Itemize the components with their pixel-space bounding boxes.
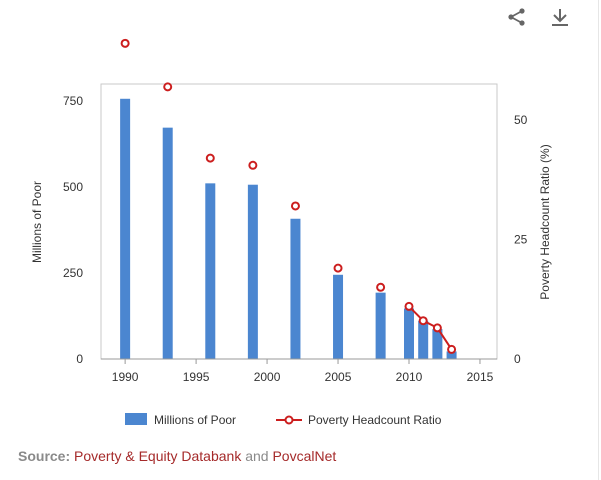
y-left-tick-label: 0 [76,352,83,366]
y-right-tick-label: 50 [514,113,528,127]
bar-series [120,98,457,359]
chart: 1990 1995 2000 2005 2010 2015 0 250 500 750 0 25 5… [30,38,552,427]
bar [247,184,258,359]
x-tick-label: 2000 [254,370,281,384]
y-axis-left: 0 250 500 750 [63,94,83,366]
headcount-ratio-line [408,305,453,350]
y-left-tick-label: 750 [63,94,83,108]
line-point [248,160,258,170]
bar [333,274,344,359]
y-left-tick-label: 500 [63,180,83,194]
bar [418,320,429,359]
line-point [432,323,442,333]
legend: Millions of Poor Poverty Headcount Ratio [125,413,442,427]
download-icon[interactable] [549,6,571,28]
legend-item-bars[interactable]: Millions of Poor [125,413,236,427]
line-point [163,82,173,92]
line-point [333,263,343,273]
x-axis: 1990 1995 2000 2005 2010 2015 [101,358,497,384]
y-right-tick-label: 0 [514,352,521,366]
bar [162,127,173,359]
line-point [120,38,130,48]
source-link-poverty-equity-databank[interactable]: Poverty & Equity Databank [74,448,242,464]
bar [432,329,443,359]
x-tick-label: 1995 [183,370,210,384]
source-conjunction: and [245,448,269,464]
share-icon[interactable] [506,6,528,28]
y-axis-left-title: Millions of Poor [30,181,44,263]
x-tick-label: 2005 [325,370,352,384]
y-axis-right-title: Poverty Headcount Ratio (%) [538,144,552,299]
legend-item-line[interactable]: Poverty Headcount Ratio [276,413,442,427]
source-link-povcalnet[interactable]: PovcalNet [272,448,337,464]
bar [205,183,216,359]
x-tick-label: 1990 [112,370,139,384]
y-right-tick-label: 25 [514,232,528,246]
source-line: Source: Poverty & Equity Databank and Po… [18,448,336,464]
x-tick-label: 2015 [467,370,494,384]
line-point [447,344,457,354]
bar [375,292,386,359]
source-label: Source: [18,448,71,464]
bar [290,218,301,359]
legend-label-line: Poverty Headcount Ratio [308,413,442,427]
line-point [418,316,428,326]
line-point [205,153,215,163]
line-point [290,201,300,211]
bar [404,308,414,359]
bar [120,98,131,359]
legend-label-bars: Millions of Poor [154,413,236,427]
legend-bar-swatch [125,413,147,425]
legend-line-marker [284,415,294,425]
right-divider [598,0,599,480]
x-tick-label: 2010 [396,370,423,384]
line-series [120,38,457,354]
bar [446,351,457,359]
y-axis-right: 0 25 50 [514,113,528,366]
line-point [376,282,386,292]
line-point [404,301,414,311]
y-left-tick-label: 250 [63,266,83,280]
